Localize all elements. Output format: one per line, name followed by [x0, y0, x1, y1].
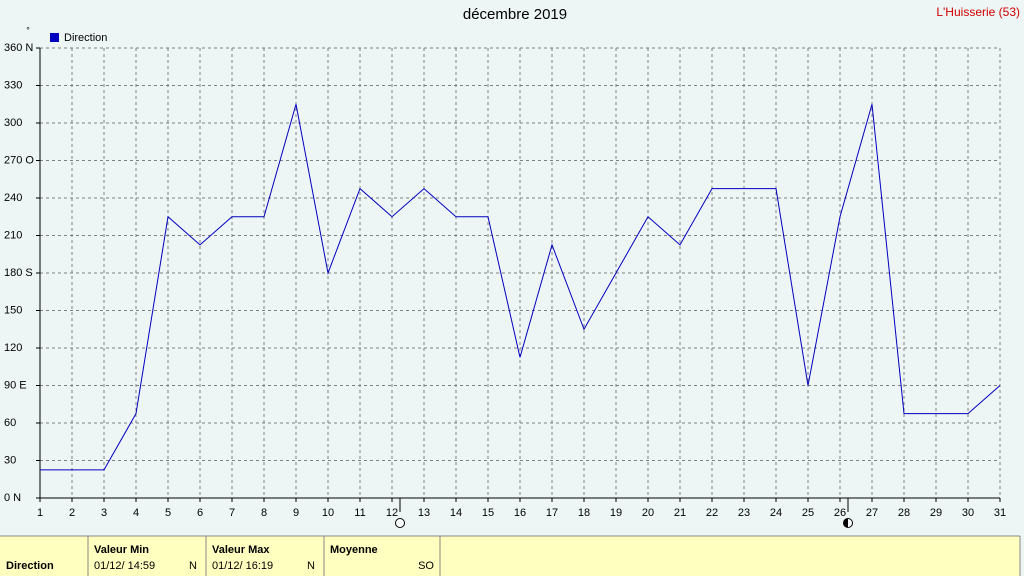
max-time: 01/12/ 16:19: [212, 560, 273, 572]
location: L'Huisserie (53): [936, 5, 1020, 19]
x-tick-label: 26: [834, 507, 846, 519]
x-tick-label: 28: [898, 507, 910, 519]
y-tick-label: 240: [4, 192, 22, 204]
min-time: 01/12/ 14:59: [94, 560, 155, 572]
max-label: Valeur Max: [212, 544, 270, 556]
legend-label: Direction: [64, 32, 107, 44]
x-tick-label: 29: [930, 507, 942, 519]
x-tick-label: 10: [322, 507, 334, 519]
y-tick-label: 0 N: [4, 492, 21, 504]
max-value: N: [307, 560, 315, 572]
x-tick-label: 14: [450, 507, 462, 519]
y-unit: °: [26, 25, 30, 35]
y-tick-label: 60: [4, 417, 16, 429]
x-tick-label: 3: [101, 507, 107, 519]
legend-swatch: [50, 33, 59, 42]
moon-shade: [843, 518, 848, 528]
x-tick-label: 5: [165, 507, 171, 519]
x-tick-label: 17: [546, 507, 558, 519]
y-tick-label: 180 S: [4, 267, 33, 279]
min-value: N: [189, 560, 197, 572]
x-tick-label: 11: [354, 507, 365, 519]
x-tick-label: 27: [866, 507, 878, 519]
x-tick-label: 7: [229, 507, 235, 519]
x-tick-label: 19: [610, 507, 622, 519]
x-tick-label: 13: [418, 507, 430, 519]
y-tick-label: 330: [4, 79, 22, 91]
y-tick-label: 90 E: [4, 379, 27, 391]
x-tick-label: 31: [994, 507, 1006, 519]
x-tick-label: 16: [514, 507, 526, 519]
x-tick-label: 12: [386, 507, 398, 519]
x-tick-label: 9: [293, 507, 299, 519]
x-tick-label: 18: [578, 507, 590, 519]
min-label: Valeur Min: [94, 544, 149, 556]
x-tick-label: 22: [706, 507, 718, 519]
y-tick-label: 360 N: [4, 42, 33, 54]
x-tick-label: 23: [738, 507, 750, 519]
x-tick-label: 24: [770, 507, 782, 519]
x-tick-label: 6: [197, 507, 203, 519]
y-tick-label: 150: [4, 304, 22, 316]
x-tick-label: 8: [261, 507, 267, 519]
x-tick-label: 25: [802, 507, 814, 519]
row-label: Direction: [6, 560, 54, 572]
x-tick-label: 2: [69, 507, 75, 519]
y-tick-label: 270 O: [4, 154, 34, 166]
x-tick-label: 20: [642, 507, 654, 519]
y-tick-label: 300: [4, 117, 22, 129]
x-tick-label: 30: [962, 507, 974, 519]
y-tick-label: 210: [4, 229, 22, 241]
x-tick-label: 21: [674, 507, 686, 519]
full-moon: [395, 518, 405, 528]
mean-value: SO: [418, 560, 434, 572]
data-line: [40, 104, 1001, 471]
x-tick-label: 15: [482, 507, 494, 519]
summary-table: [0, 536, 1020, 576]
y-tick-label: 30: [4, 454, 16, 466]
mean-label: Moyenne: [330, 544, 378, 556]
chart-title: décembre 2019: [463, 6, 567, 23]
x-tick-label: 4: [133, 507, 139, 519]
y-tick-label: 120: [4, 342, 22, 354]
x-tick-label: 1: [37, 507, 43, 519]
